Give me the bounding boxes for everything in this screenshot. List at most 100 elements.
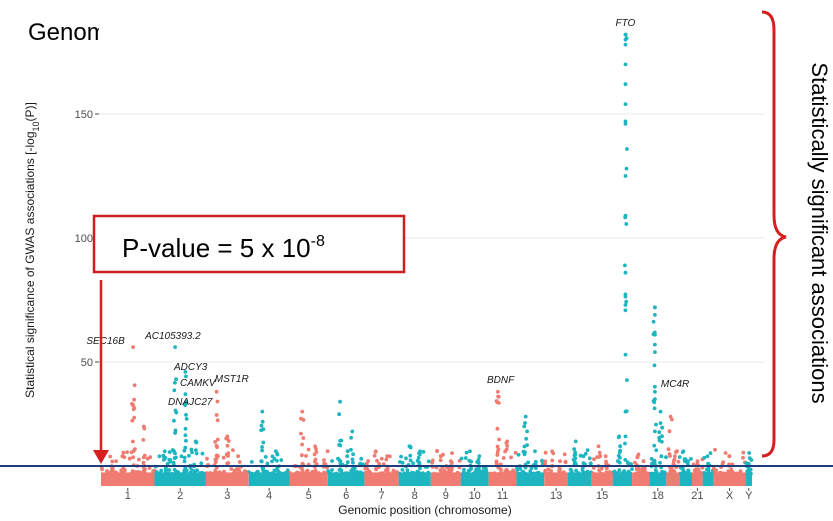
snp-point [543, 469, 547, 473]
snp-point [260, 409, 265, 414]
x-tick-label: 6 [343, 490, 349, 502]
snp-point [572, 447, 577, 451]
gene-label: CAMKV [180, 378, 217, 389]
snp-point [183, 392, 188, 397]
y-tick-label: 50 [81, 357, 93, 369]
snp-point [681, 449, 686, 454]
x-tick-label: 15 [596, 490, 608, 502]
snp-point [526, 460, 531, 465]
snp-point [623, 32, 628, 37]
snp-point [497, 437, 501, 442]
snp-point [702, 456, 707, 460]
snp-point [617, 450, 622, 455]
x-tick-label: 9 [443, 490, 449, 502]
snp-point [373, 449, 378, 454]
snp-point [131, 439, 135, 444]
snp-point [496, 394, 501, 399]
snp-point [350, 466, 355, 471]
snp-point [652, 363, 657, 368]
snp-point [132, 406, 137, 410]
snp-point [184, 374, 188, 379]
snp-point [417, 461, 422, 465]
snp-point [504, 447, 509, 452]
snp-point [442, 468, 447, 473]
snp-point [439, 469, 443, 473]
snp-point [629, 462, 633, 466]
snp-point [174, 455, 178, 460]
snp-point [658, 409, 663, 414]
snp-point [384, 457, 389, 462]
x-tick-labels: 1 2 3 4 5 6 7 8 9 10 11 13 15 18 21 X Y [125, 488, 753, 502]
snp-point [573, 452, 578, 457]
snp-point [522, 444, 527, 449]
snp-point [623, 37, 628, 42]
chromosome-band [430, 472, 461, 486]
snp-point [726, 469, 731, 473]
snp-point [657, 430, 662, 435]
snp-point [231, 448, 235, 452]
snp-point [666, 447, 671, 452]
snp-point [585, 448, 590, 452]
snp-point [270, 459, 274, 464]
snp-point [421, 450, 426, 454]
snp-point [450, 451, 454, 455]
snp-point [623, 122, 628, 126]
chromosome-band [666, 472, 680, 486]
snp-point [304, 454, 308, 458]
gene-label: MST1R [215, 374, 249, 385]
snp-point [306, 447, 311, 452]
snp-point [338, 459, 343, 464]
snp-point [543, 459, 548, 464]
snp-point [385, 454, 390, 459]
x-tick-label: 4 [266, 490, 272, 502]
y-tick-label: 150 [75, 109, 93, 121]
snp-point [550, 458, 555, 463]
x-tick-label: Y [745, 490, 753, 502]
snp-point [275, 466, 279, 471]
snp-point [108, 454, 113, 459]
snp-point [522, 424, 527, 429]
snp-point [143, 467, 147, 472]
snp-point [405, 468, 410, 473]
snp-point [573, 439, 578, 444]
snp-point [495, 444, 500, 449]
snp-point [173, 408, 178, 413]
snp-point [322, 458, 326, 462]
chromosome-band [632, 472, 650, 486]
snp-point [581, 461, 586, 466]
snp-point [496, 401, 501, 405]
snp-point [658, 421, 663, 425]
threshold-callout: P-value = 5 x 10-8 [92, 214, 406, 464]
snp-point [345, 449, 350, 454]
snp-point [595, 455, 599, 459]
chromosome-band [679, 472, 692, 486]
snp-point [449, 467, 454, 472]
gene-label: AC105393.2 [144, 331, 201, 342]
snp-point [131, 455, 136, 460]
x-tick-label: 5 [306, 490, 312, 502]
snp-point [365, 467, 370, 471]
snp-point [148, 455, 153, 460]
snp-point [524, 436, 529, 441]
snp-point [173, 345, 178, 349]
snp-point [172, 467, 177, 472]
snp-point [505, 443, 510, 448]
snp-point [215, 418, 220, 423]
snp-point [313, 444, 317, 449]
snp-point [337, 468, 342, 472]
snp-point [511, 468, 515, 473]
snp-point [523, 450, 527, 455]
snp-point [312, 452, 317, 457]
snp-point [558, 468, 562, 473]
snp-point [671, 461, 676, 466]
snp-point [592, 457, 596, 462]
snp-point [653, 397, 657, 402]
snp-point [523, 414, 528, 419]
snp-point [623, 303, 628, 307]
snp-point [279, 458, 284, 462]
snp-point [623, 263, 627, 268]
snp-point [162, 457, 166, 462]
snp-point [653, 342, 657, 347]
snp-point [653, 384, 657, 389]
